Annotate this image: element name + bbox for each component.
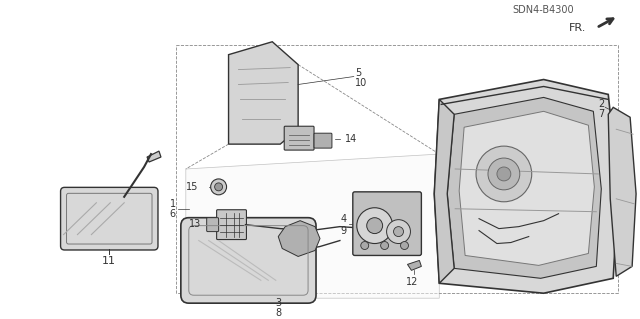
FancyBboxPatch shape: [353, 192, 421, 256]
Polygon shape: [228, 42, 298, 144]
Text: 14: 14: [345, 134, 357, 144]
Circle shape: [214, 183, 223, 191]
Text: 6: 6: [170, 209, 176, 219]
Polygon shape: [435, 79, 618, 293]
Polygon shape: [147, 151, 161, 162]
FancyBboxPatch shape: [314, 133, 332, 148]
Circle shape: [361, 241, 369, 249]
Polygon shape: [447, 97, 602, 278]
Circle shape: [497, 167, 511, 181]
Text: 1: 1: [170, 199, 176, 209]
Text: 8: 8: [275, 308, 282, 318]
FancyBboxPatch shape: [216, 210, 246, 240]
Text: 5: 5: [355, 68, 361, 78]
Text: 9: 9: [340, 226, 347, 236]
FancyBboxPatch shape: [181, 218, 316, 303]
Polygon shape: [459, 111, 595, 265]
Polygon shape: [408, 260, 421, 271]
Circle shape: [476, 146, 532, 202]
Polygon shape: [278, 221, 320, 256]
Text: 13: 13: [188, 219, 201, 229]
FancyBboxPatch shape: [284, 126, 314, 150]
Text: 3: 3: [275, 298, 282, 308]
Text: 11: 11: [102, 256, 116, 266]
Text: 10: 10: [355, 78, 367, 87]
Circle shape: [488, 158, 520, 190]
FancyBboxPatch shape: [207, 218, 219, 232]
Circle shape: [387, 220, 410, 243]
Circle shape: [394, 226, 403, 237]
Polygon shape: [435, 100, 454, 283]
Text: FR.: FR.: [569, 23, 586, 33]
Text: 2: 2: [598, 99, 604, 109]
Circle shape: [211, 179, 227, 195]
Circle shape: [381, 241, 388, 249]
Circle shape: [367, 218, 383, 234]
Polygon shape: [608, 108, 636, 276]
Polygon shape: [186, 154, 439, 298]
Text: 7: 7: [598, 109, 604, 119]
Text: SDN4-B4300: SDN4-B4300: [513, 5, 575, 15]
Text: 4: 4: [340, 214, 347, 224]
Circle shape: [356, 208, 392, 243]
Circle shape: [401, 241, 408, 249]
Text: 12: 12: [406, 277, 419, 287]
FancyBboxPatch shape: [61, 187, 158, 250]
Text: 15: 15: [186, 182, 199, 192]
